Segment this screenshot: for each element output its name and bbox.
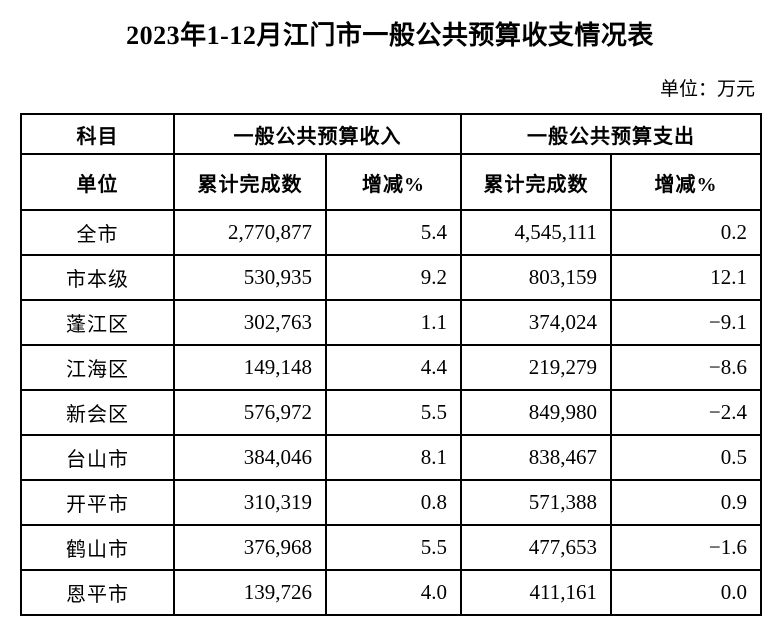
table-row: 鹤山市 376,968 5.5 477,653 −1.6 [20,524,762,571]
subject-header: 科目 [20,113,175,155]
expense-change-cell: −8.6 [610,344,762,391]
expense-total-cell: 477,653 [460,524,612,571]
expense-total-cell: 803,159 [460,254,612,301]
income-change-cell: 0.8 [325,479,462,526]
region-cell: 开平市 [20,479,175,526]
expense-total-cell: 849,980 [460,389,612,436]
expense-total-cell: 411,161 [460,569,612,616]
expense-change-cell: 0.0 [610,569,762,616]
expense-total-cell: 571,388 [460,479,612,526]
region-cell: 新会区 [20,389,175,436]
fiscal-table: 科目 一般公共预算收入 一般公共预算支出 单位 累计完成数 增减% 累计完成数 … [20,113,762,616]
region-cell: 江海区 [20,344,175,391]
income-total-cell: 149,148 [173,344,327,391]
income-group-header: 一般公共预算收入 [173,113,462,155]
expense-total-cell: 374,024 [460,299,612,346]
table-row: 恩平市 139,726 4.0 411,161 0.0 [20,569,762,616]
income-total-cell: 376,968 [173,524,327,571]
income-total-cell: 384,046 [173,434,327,481]
income-total-cell: 576,972 [173,389,327,436]
expense-change-cell: −1.6 [610,524,762,571]
income-total-cell: 2,770,877 [173,209,327,256]
income-cumulative-header: 累计完成数 [173,153,327,211]
expense-total-cell: 4,545,111 [460,209,612,256]
income-change-cell: 5.5 [325,389,462,436]
region-cell: 全市 [20,209,175,256]
income-total-cell: 139,726 [173,569,327,616]
table-row: 江海区 149,148 4.4 219,279 −8.6 [20,344,762,391]
region-cell: 市本级 [20,254,175,301]
header-row-columns: 单位 累计完成数 增减% 累计完成数 增减% [20,153,762,211]
expense-change-cell: 0.2 [610,209,762,256]
unit-header: 单位 [20,153,175,211]
income-change-cell: 1.1 [325,299,462,346]
income-change-cell: 5.5 [325,524,462,571]
income-total-cell: 302,763 [173,299,327,346]
income-change-cell: 4.0 [325,569,462,616]
table-row: 蓬江区 302,763 1.1 374,024 −9.1 [20,299,762,346]
unit-note: 单位：万元 [659,79,755,100]
expense-total-cell: 838,467 [460,434,612,481]
expenditure-group-header: 一般公共预算支出 [460,113,762,155]
region-cell: 恩平市 [20,569,175,616]
table-row: 全市 2,770,877 5.4 4,545,111 0.2 [20,209,762,256]
header-row-groups: 科目 一般公共预算收入 一般公共预算支出 [20,113,762,155]
expense-cumulative-header: 累计完成数 [460,153,612,211]
region-cell: 台山市 [20,434,175,481]
income-change-cell: 5.4 [325,209,462,256]
income-change-header: 增减% [325,153,462,211]
income-change-cell: 4.4 [325,344,462,391]
expense-change-cell: −2.4 [610,389,762,436]
table-row: 开平市 310,319 0.8 571,388 0.9 [20,479,762,526]
expense-change-cell: 0.9 [610,479,762,526]
expense-change-cell: 0.5 [610,434,762,481]
table-row: 台山市 384,046 8.1 838,467 0.5 [20,434,762,481]
region-cell: 蓬江区 [20,299,175,346]
table-row: 市本级 530,935 9.2 803,159 12.1 [20,254,762,301]
income-change-cell: 9.2 [325,254,462,301]
expense-change-header: 增减% [610,153,762,211]
expense-change-cell: −9.1 [610,299,762,346]
expense-change-cell: 12.1 [610,254,762,301]
region-cell: 鹤山市 [20,524,175,571]
page-title: 2023年1-12月江门市一般公共预算收支情况表 [126,21,654,50]
expense-total-cell: 219,279 [460,344,612,391]
income-total-cell: 310,319 [173,479,327,526]
income-total-cell: 530,935 [173,254,327,301]
income-change-cell: 8.1 [325,434,462,481]
table-row: 新会区 576,972 5.5 849,980 −2.4 [20,389,762,436]
